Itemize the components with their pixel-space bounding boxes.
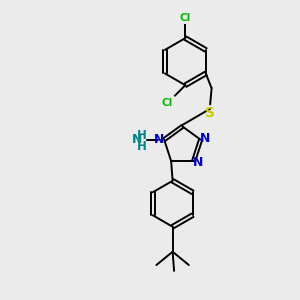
- Text: Cl: Cl: [162, 98, 173, 108]
- Text: S: S: [205, 106, 215, 120]
- Text: N: N: [200, 132, 211, 145]
- Text: N: N: [132, 133, 142, 146]
- Text: H: H: [137, 129, 147, 142]
- Text: Cl: Cl: [180, 13, 191, 23]
- Text: N: N: [154, 133, 165, 146]
- Text: N: N: [193, 156, 203, 169]
- Text: H: H: [137, 140, 147, 153]
